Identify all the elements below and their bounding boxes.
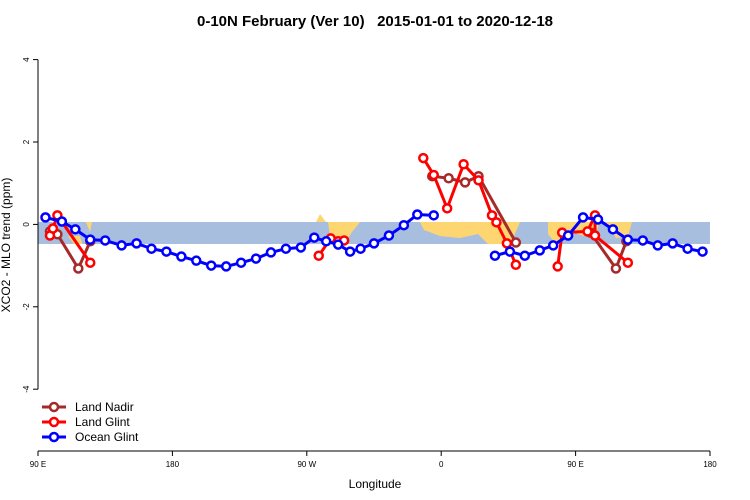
point [355, 243, 366, 254]
point [501, 238, 513, 249]
point [398, 219, 410, 231]
point [85, 257, 96, 268]
point [116, 240, 127, 251]
point [547, 240, 559, 251]
x-tick-label: 0 [439, 460, 444, 469]
point [418, 152, 429, 164]
point [667, 238, 678, 249]
point [344, 246, 356, 257]
point [519, 250, 531, 261]
y-axis-label: XCO2 - MLO trend (ppm) [0, 178, 13, 313]
point [510, 237, 522, 248]
legend-label: Land Glint [75, 415, 130, 429]
y-tick-label: -2 [22, 303, 31, 311]
point [489, 250, 501, 261]
point [99, 235, 111, 246]
legend-label: Land Nadir [75, 400, 134, 414]
point [161, 246, 172, 257]
point [56, 216, 68, 227]
point [504, 246, 516, 257]
point [610, 263, 622, 274]
point [443, 173, 454, 184]
point [220, 261, 232, 272]
point [637, 235, 649, 246]
point [383, 230, 395, 241]
point [552, 261, 563, 272]
point [70, 224, 81, 235]
point [458, 158, 469, 170]
y-tick-label: 4 [22, 57, 31, 62]
y-tick-label: 0 [22, 222, 31, 227]
point [562, 230, 574, 241]
x-tick-label: 180 [166, 460, 180, 469]
point [368, 238, 380, 249]
y-tick-label: -4 [22, 385, 31, 393]
point [265, 247, 277, 258]
point [320, 236, 332, 247]
point [589, 230, 601, 241]
land [316, 214, 360, 244]
point [652, 240, 663, 251]
point [491, 217, 502, 228]
point [40, 212, 51, 223]
point [682, 243, 693, 254]
ocean-band [38, 222, 710, 244]
point [131, 238, 142, 249]
point [459, 177, 471, 188]
x-tick-label: 90 E [30, 460, 46, 469]
point [486, 210, 498, 221]
point [280, 243, 292, 254]
point [146, 243, 157, 254]
point [250, 253, 262, 264]
legend-label: Ocean Glint [75, 430, 139, 444]
point [622, 257, 634, 268]
point [73, 263, 84, 274]
point [235, 257, 247, 268]
point [577, 212, 589, 223]
point [85, 234, 96, 245]
point [47, 223, 59, 234]
point [428, 210, 439, 221]
point [441, 203, 453, 214]
legend-marker [48, 416, 60, 428]
point [607, 224, 619, 235]
point [191, 255, 202, 266]
point [428, 169, 439, 181]
point [332, 239, 344, 250]
x-tick-label: 90 E [567, 460, 583, 469]
land [420, 222, 520, 244]
point [412, 209, 423, 220]
chart-title: 0-10N February (Ver 10) 2015-01-01 to 20… [197, 13, 553, 30]
point [622, 234, 634, 245]
point [592, 214, 604, 225]
x-tick-label: 90 W [297, 460, 316, 469]
x-tick-label: 180 [703, 460, 717, 469]
point [582, 226, 593, 237]
y-tick-label: 2 [22, 139, 31, 144]
point [534, 245, 546, 256]
point [205, 260, 217, 271]
point [313, 250, 324, 261]
point [697, 246, 708, 257]
point [510, 259, 522, 271]
x-axis-label: Longitude [349, 477, 402, 491]
point [309, 232, 320, 243]
point [176, 251, 187, 262]
point [473, 175, 484, 186]
legend-marker [48, 431, 60, 443]
point [295, 242, 307, 253]
legend-marker [48, 401, 60, 413]
